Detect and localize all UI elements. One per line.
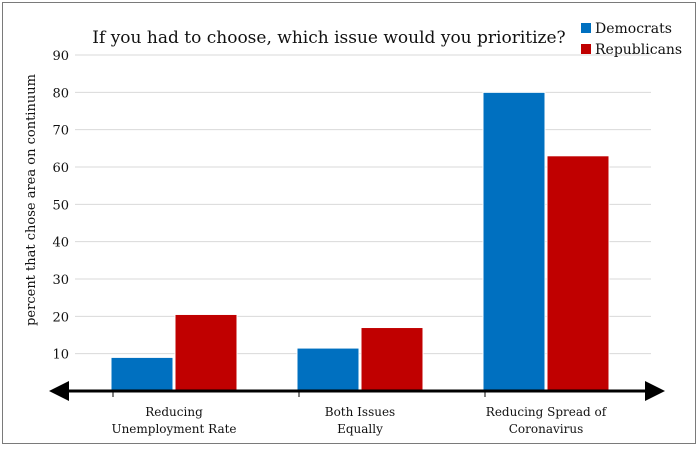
y-tick-label: 40	[52, 236, 69, 251]
y-tick-label: 80	[52, 86, 69, 101]
y-tick-label: 10	[52, 348, 69, 363]
bar-democrats-0	[110, 356, 174, 392]
y-tick-label: 70	[52, 124, 69, 139]
y-axis-label: percent that chose area on continuum	[24, 74, 39, 326]
bar-chart: If you had to choose, which issue would …	[24, 21, 682, 436]
x-axis-right-arrow	[645, 381, 665, 401]
bar-republicans-0	[174, 313, 238, 392]
y-tick-labels: 10 20 30 40 50 60 70 80 90	[52, 49, 69, 363]
gridlines	[75, 54, 651, 355]
bar-democrats-1	[296, 347, 360, 392]
bars	[110, 91, 610, 392]
category-label: Reducing Spread of	[486, 405, 608, 419]
legend-swatch-republicans	[581, 44, 591, 54]
legend-swatch-democrats	[581, 23, 591, 33]
category-label: Coronavirus	[509, 422, 584, 436]
y-tick-label: 30	[52, 273, 69, 288]
chart-frame: If you had to choose, which issue would …	[2, 2, 696, 444]
legend-label-republicans: Republicans	[595, 42, 682, 58]
category-label: Equally	[337, 422, 383, 436]
y-tick-label: 90	[52, 49, 69, 64]
bar-republicans-1	[360, 327, 424, 392]
bar-democrats-2	[482, 91, 546, 392]
y-tick-label: 20	[52, 310, 69, 325]
category-labels: Reducing Unemployment Rate Both Issues Equa…	[111, 405, 607, 436]
category-label: Unemployment Rate	[111, 422, 236, 436]
bar-republicans-2	[546, 155, 610, 392]
y-tick-label: 60	[52, 161, 69, 176]
category-label: Reducing	[145, 405, 203, 419]
chart-title: If you had to choose, which issue would …	[92, 28, 565, 48]
axes	[49, 381, 665, 401]
legend-label-democrats: Democrats	[595, 21, 672, 37]
x-axis-left-arrow	[49, 381, 69, 401]
y-tick-label: 50	[52, 198, 69, 213]
category-label: Both Issues	[325, 405, 395, 419]
legend: Democrats Republicans	[581, 21, 682, 58]
